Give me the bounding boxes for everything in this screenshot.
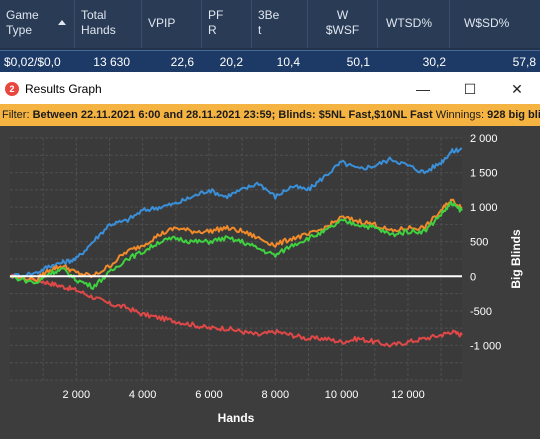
y-tick-label: 500 — [470, 237, 488, 249]
header-label: Total — [81, 8, 107, 22]
x-tick-label: 6 000 — [195, 389, 223, 401]
y-tick-label: 0 — [470, 271, 476, 283]
y-axis-label: Big Blinds — [509, 229, 523, 289]
results-graph: 2 000 1 500 1 000 500 0 -500 -1 000 2 000 4 000 6… — [0, 126, 540, 439]
winnings-value: 928 big blind — [487, 109, 540, 121]
header-label: Type — [6, 23, 33, 37]
column-header-pfr[interactable]: PF R — [202, 0, 252, 48]
header-label: Hands — [81, 23, 116, 37]
header-label: W — [336, 8, 349, 22]
column-header-wwsf[interactable]: W $WSF — [308, 0, 378, 48]
header-label: PF — [208, 8, 224, 22]
header-label: VPIP — [148, 16, 176, 30]
header-label: Game — [6, 8, 39, 22]
cell-vpip: 22,6 — [170, 55, 194, 69]
filter-description: Between 22.11.2021 6:00 and 28.11.2021 2… — [32, 109, 433, 121]
app-logo-icon: 2 — [5, 82, 19, 96]
x-axis-label: Hands — [218, 411, 255, 425]
header-label: R — [208, 23, 217, 37]
header-label: W$SD% — [464, 16, 510, 30]
column-header-game-type[interactable]: Game Type — [0, 0, 75, 48]
column-header-wtsd[interactable]: WTSD% — [378, 0, 450, 48]
cell-wsd: 57,8 — [512, 55, 536, 69]
header-label: 3Be — [258, 8, 280, 22]
series-line-red — [9, 273, 463, 348]
y-tick-label: 1 000 — [470, 202, 498, 214]
x-tick-label: 8 000 — [262, 389, 290, 401]
cell-total-hands: 13 630 — [93, 55, 130, 69]
cell-pfr: 20,2 — [219, 55, 243, 69]
filter-prefix: Filter: — [2, 109, 33, 121]
minimize-button[interactable]: — — [416, 81, 430, 97]
maximize-button[interactable]: ☐ — [463, 81, 477, 97]
filter-bar: Filter: Between 22.11.2021 6:00 and 28.1… — [0, 104, 540, 126]
y-tick-label: -500 — [470, 306, 492, 318]
table-row[interactable]: $0,02/$0,0 13 630 22,6 20,2 10,4 50,1 30… — [0, 50, 540, 72]
cell-wtsd: 30,2 — [422, 55, 446, 69]
column-header-vpip[interactable]: VPIP — [142, 0, 202, 48]
cell-game-type: $0,02/$0,0 — [4, 55, 61, 69]
y-tick-label: 2 000 — [470, 133, 498, 145]
window-titlebar[interactable]: 2 Results Graph — ☐ ✕ — [0, 76, 540, 102]
stats-table: Game Type Total Hands VPIP PF R 3Be t W … — [0, 0, 540, 72]
series-line-blue — [9, 147, 463, 279]
x-tick-label: 4 000 — [129, 389, 157, 401]
x-tick-label: 10 000 — [325, 389, 359, 401]
header-label: $WSF — [325, 23, 360, 37]
column-header-wsd[interactable]: W$SD% — [450, 0, 540, 48]
x-tick-label: 12 000 — [391, 389, 425, 401]
stats-header-row: Game Type Total Hands VPIP PF R 3Be t W … — [0, 0, 540, 48]
winnings-label: Winnings: — [432, 109, 488, 121]
sort-ascending-icon — [58, 20, 66, 25]
column-header-3bet[interactable]: 3Be t — [252, 0, 308, 48]
series-line-green — [9, 200, 463, 290]
y-tick-label: -1 000 — [470, 340, 501, 352]
window-title: Results Graph — [25, 82, 102, 96]
series-line-orange — [9, 198, 463, 283]
x-tick-label: 2 000 — [63, 389, 91, 401]
y-tick-label: 1 500 — [470, 168, 498, 180]
header-label: WTSD% — [386, 16, 432, 30]
results-chart: 2 000 1 500 1 000 500 0 -500 -1 000 2 000 4 000 6… — [9, 133, 523, 425]
column-header-total-hands[interactable]: Total Hands — [75, 0, 142, 48]
cell-wwsf: 50,1 — [346, 55, 370, 69]
close-button[interactable]: ✕ — [511, 81, 523, 97]
header-label: t — [258, 23, 262, 37]
cell-3bet: 10,4 — [276, 55, 300, 69]
